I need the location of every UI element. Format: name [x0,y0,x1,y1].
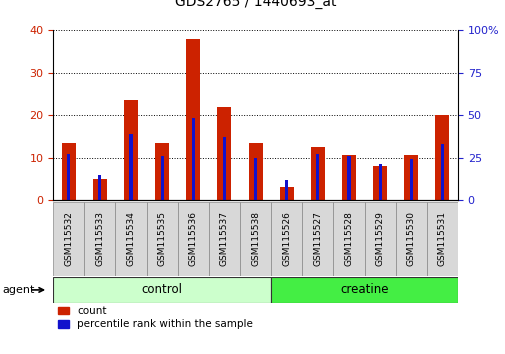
Bar [310,147,324,200]
FancyBboxPatch shape [271,202,301,276]
Bar [160,156,163,200]
FancyBboxPatch shape [84,202,115,276]
Bar [284,179,288,200]
FancyBboxPatch shape [333,202,364,276]
Text: agent: agent [3,285,35,295]
Bar [409,159,412,200]
Text: GSM115526: GSM115526 [282,211,290,267]
Legend: count, percentile rank within the sample: count, percentile rank within the sample [58,306,252,329]
Bar [254,158,257,200]
FancyBboxPatch shape [426,202,457,276]
Bar [341,155,355,200]
FancyBboxPatch shape [177,202,209,276]
Bar [279,187,293,200]
Bar [92,179,107,200]
Bar [62,143,76,200]
FancyBboxPatch shape [146,202,177,276]
FancyBboxPatch shape [395,202,426,276]
FancyBboxPatch shape [115,202,146,276]
Text: GSM115535: GSM115535 [157,211,166,267]
Bar [98,175,101,200]
Text: GSM115537: GSM115537 [220,211,228,267]
Bar [186,39,200,200]
Bar [378,164,381,200]
Bar [440,144,443,200]
Bar [129,134,132,200]
Text: GSM115534: GSM115534 [126,211,135,267]
Bar [67,154,70,200]
FancyBboxPatch shape [239,202,271,276]
Bar [316,154,319,200]
Text: GDS2765 / 1440693_at: GDS2765 / 1440693_at [174,0,336,9]
FancyBboxPatch shape [271,277,457,303]
Text: GSM115528: GSM115528 [344,211,353,267]
FancyBboxPatch shape [53,277,271,303]
Bar [124,100,138,200]
Bar [434,115,448,200]
Text: GSM115533: GSM115533 [95,211,104,267]
FancyBboxPatch shape [53,202,84,276]
Bar [347,156,350,200]
FancyBboxPatch shape [301,202,333,276]
Bar [155,143,169,200]
Bar [191,119,194,200]
Bar [217,107,231,200]
Text: GSM115532: GSM115532 [64,211,73,267]
FancyBboxPatch shape [209,202,239,276]
Text: GSM115529: GSM115529 [375,211,384,267]
Bar [403,155,418,200]
Text: GSM115531: GSM115531 [437,211,446,267]
Text: creatine: creatine [339,284,388,296]
Text: GSM115538: GSM115538 [250,211,260,267]
Text: GSM115536: GSM115536 [188,211,197,267]
Text: GSM115527: GSM115527 [313,211,322,267]
Bar [372,166,386,200]
FancyBboxPatch shape [364,202,395,276]
Text: control: control [141,284,182,296]
Bar [222,137,226,200]
Bar [248,143,262,200]
Text: GSM115530: GSM115530 [406,211,415,267]
